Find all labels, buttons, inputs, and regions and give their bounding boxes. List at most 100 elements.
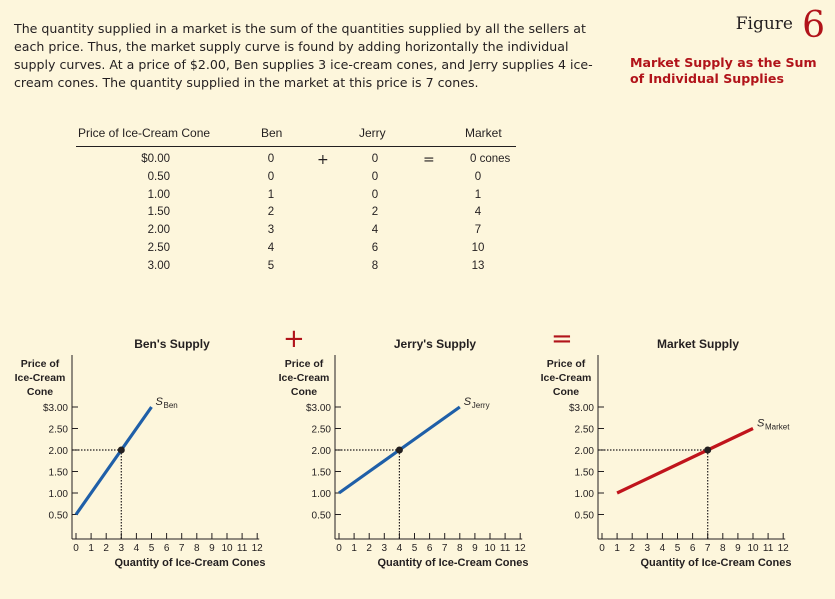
table-cell-market: 4 — [474, 206, 482, 219]
y-axis-label: Ice-Cream — [15, 372, 66, 384]
y-tick-label: $3.00 — [306, 403, 331, 414]
y-axis-label: Price of — [285, 358, 324, 370]
table-cell-market: 7 — [474, 224, 482, 237]
figure-title: Market Supply as the Sum of Individual S… — [630, 55, 817, 86]
x-tick-label: 1 — [614, 543, 620, 554]
x-tick-label: 6 — [164, 543, 170, 554]
ben-supply-chart: Ben's Supply Price of Ice-Cream Cone $3.00 2.… — [15, 337, 266, 569]
x-tick-label: 9 — [735, 543, 741, 554]
equilibrium-point — [395, 446, 403, 454]
y-tick-label: 2.00 — [49, 446, 69, 457]
x-tick-label: 10 — [221, 543, 233, 554]
x-tick-label: 8 — [194, 543, 200, 554]
x-tick-label: 1 — [88, 543, 94, 554]
intro-paragraph: The quantity supplied in a market is the… — [14, 21, 593, 90]
x-tick-label: 5 — [675, 543, 681, 554]
table-cell-jerry: 0 — [371, 188, 379, 201]
table-cell-jerry: 4 — [371, 224, 379, 237]
x-tick-label: 3 — [645, 543, 651, 554]
table-cell-market: 0 — [474, 170, 482, 183]
table-cell-ben: 1 — [267, 188, 275, 201]
table-cell-price: 2.00 — [147, 224, 170, 237]
y-axis-label: Cone — [291, 386, 317, 398]
x-tick-label: 4 — [134, 543, 140, 554]
y-tick-label: 1.00 — [49, 489, 69, 500]
figure-number: 6 — [802, 5, 825, 46]
table-cell-ben: 4 — [267, 242, 275, 254]
curve-label: S — [757, 418, 765, 430]
y-axis-label: Ice-Cream — [541, 372, 592, 384]
y-tick-label: 1.00 — [575, 489, 595, 500]
chart-equals-sign: = — [551, 324, 573, 354]
curve-label-subscript: Ben — [164, 401, 178, 410]
jerry-supply-chart: Jerry's Supply Price of Ice-Cream Cone $3.00… — [279, 337, 529, 569]
table-cell-jerry: 0 — [371, 153, 379, 165]
x-tick-label: 4 — [660, 543, 666, 554]
x-tick-label: 0 — [599, 543, 605, 554]
x-tick-label: 9 — [209, 543, 215, 554]
table-cell-price: 1.50 — [147, 206, 170, 219]
table-cell-jerry: 6 — [371, 242, 379, 254]
x-tick-label: 2 — [366, 543, 372, 554]
table-header-jerry: Jerry — [359, 126, 386, 140]
table-cell-ben: 2 — [267, 206, 275, 219]
table-cell-market: 0 cones — [470, 153, 511, 165]
y-tick-label: $3.00 — [43, 403, 68, 414]
x-tick-label: 5 — [412, 543, 418, 554]
x-tick-label: 5 — [149, 543, 155, 554]
table-cell-price: 2.50 — [147, 242, 170, 254]
x-axis-label: Quantity of Ice-Cream Cones — [115, 557, 266, 569]
table-cell-jerry: 2 — [371, 206, 379, 219]
x-tick-label: 11 — [763, 543, 774, 554]
x-tick-label: 0 — [336, 543, 342, 554]
x-tick-label: 11 — [500, 543, 511, 554]
y-tick-label: 2.00 — [575, 446, 595, 457]
x-tick-label: 7 — [705, 543, 711, 554]
x-tick-label: 12 — [515, 543, 527, 554]
y-tick-label: 2.50 — [575, 425, 595, 436]
chart-title: Ben's Supply — [134, 337, 210, 351]
y-axis-label: Price of — [21, 358, 60, 370]
y-tick-label: 2.00 — [312, 446, 332, 457]
table-cell-jerry: 0 — [371, 170, 379, 183]
x-tick-label: 1 — [351, 543, 357, 554]
chart-title: Market Supply — [657, 337, 739, 351]
y-tick-label: 1.00 — [312, 489, 332, 500]
x-tick-label: 3 — [382, 543, 388, 554]
market-supply-chart: Market Supply Price of Ice-Cream Cone $3.00 2… — [541, 337, 792, 569]
x-tick-label: 2 — [103, 543, 109, 554]
x-tick-label: 8 — [720, 543, 726, 554]
supply-curve — [74, 406, 153, 516]
x-tick-label: 12 — [778, 543, 790, 554]
figure-label: Figure — [735, 14, 793, 34]
y-axis-label: Cone — [27, 386, 53, 398]
table-cell-price: 0.50 — [147, 170, 170, 183]
table-equals-sign: = — [423, 152, 435, 168]
x-tick-label: 0 — [73, 543, 79, 554]
x-axis-label: Quantity of Ice-Cream Cones — [378, 557, 529, 569]
equilibrium-point — [117, 446, 125, 454]
y-axis-label: Price of — [547, 358, 586, 370]
x-tick-label: 7 — [179, 543, 185, 554]
table-cell-price: 1.00 — [147, 188, 170, 201]
table-cell-jerry: 8 — [371, 259, 379, 272]
x-tick-label: 7 — [442, 543, 448, 554]
table-cell-price: $0.00 — [141, 153, 170, 165]
table-divider — [76, 146, 516, 147]
table-header-price: Price of Ice-Cream Cone — [78, 126, 211, 140]
x-tick-label: 8 — [457, 543, 463, 554]
curve-label-subscript: Jerry — [472, 401, 490, 410]
supply-charts: Ben's Supply Price of Ice-Cream Cone $3.00 2.… — [15, 337, 792, 569]
table-cell-ben: 3 — [267, 224, 275, 237]
table-cell-market: 13 — [471, 259, 485, 272]
chart-title: Jerry's Supply — [394, 337, 477, 351]
y-tick-label: 2.50 — [312, 425, 332, 436]
table-cell-ben: 0 — [267, 153, 275, 165]
table-header-market: Market — [465, 126, 502, 140]
table-plus-sign: + — [317, 152, 329, 168]
curve-label: S — [156, 396, 164, 408]
y-tick-label: 0.50 — [312, 511, 332, 522]
y-tick-label: $3.00 — [569, 403, 594, 414]
y-axis-label: Ice-Cream — [279, 372, 330, 384]
x-tick-label: 6 — [427, 543, 433, 554]
